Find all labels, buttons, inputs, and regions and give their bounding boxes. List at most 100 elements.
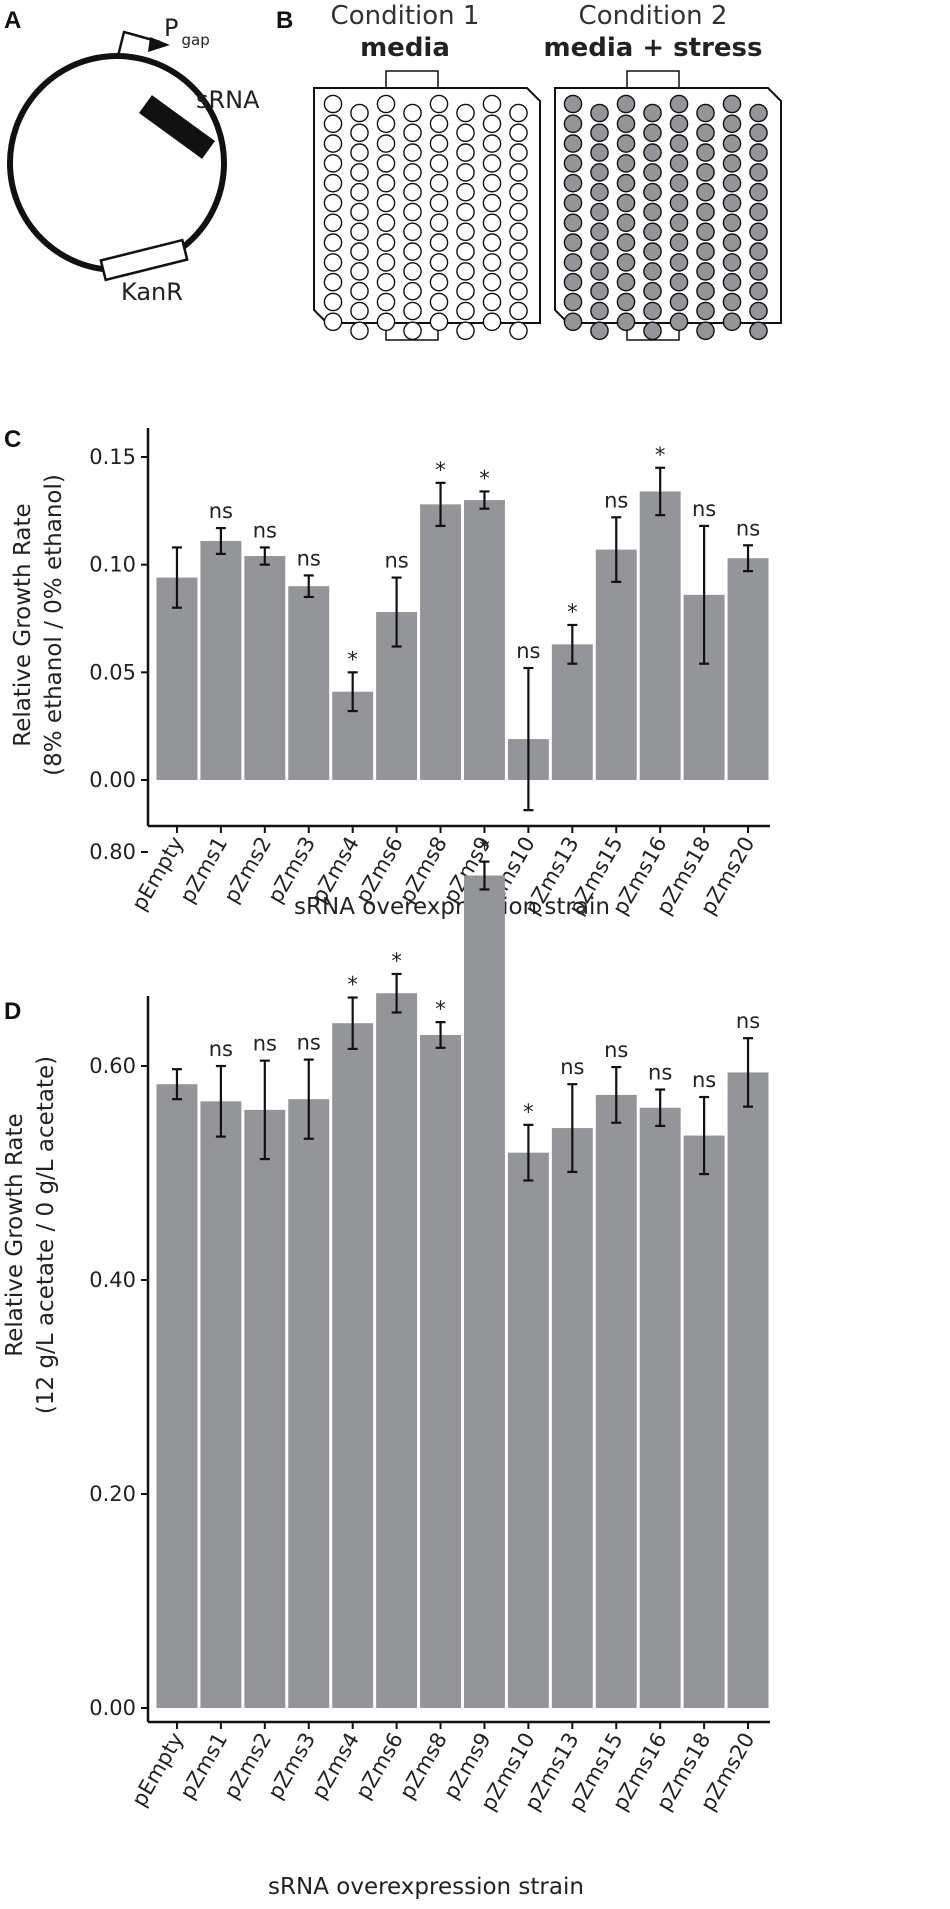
well xyxy=(350,281,369,301)
well xyxy=(643,222,662,242)
well xyxy=(749,222,768,242)
well xyxy=(696,301,715,321)
well xyxy=(722,253,742,272)
plate1-top-tab xyxy=(385,70,439,89)
well xyxy=(323,173,343,193)
well xyxy=(350,103,369,123)
chart-c-y-tick-label: 0.05 xyxy=(89,660,136,684)
chart-c-significance-label: ns xyxy=(604,488,628,512)
well xyxy=(376,114,396,134)
well xyxy=(749,321,768,341)
well xyxy=(350,222,369,242)
chart-c-y-tick-label: 0.00 xyxy=(89,768,136,792)
chart-c-significance-label: ns xyxy=(297,546,321,570)
well xyxy=(643,202,662,222)
well xyxy=(482,134,502,153)
chart-c-bar xyxy=(639,491,681,780)
well xyxy=(749,202,768,222)
promoter-arrowhead xyxy=(148,37,170,52)
well xyxy=(509,123,528,143)
chart-c-bar xyxy=(244,556,286,780)
well xyxy=(616,134,636,153)
chart-d-y-tick-label: 0.60 xyxy=(89,1054,136,1078)
chart-d-y-tick-label: 0.00 xyxy=(89,1696,136,1720)
well xyxy=(350,123,369,143)
well xyxy=(616,114,636,134)
well xyxy=(456,262,475,281)
well xyxy=(590,143,609,162)
chart-c-significance-label: ns xyxy=(516,639,540,663)
chart-d-significance-label: ns xyxy=(604,1038,628,1062)
well xyxy=(616,292,636,312)
well xyxy=(456,301,475,321)
well xyxy=(722,233,742,252)
well xyxy=(590,301,609,321)
chart-c-bar xyxy=(420,504,461,780)
well xyxy=(376,213,396,233)
well xyxy=(376,154,396,173)
well xyxy=(482,173,502,193)
chart-d-y-tick-label: 0.20 xyxy=(89,1482,136,1506)
well xyxy=(509,242,528,261)
well xyxy=(509,301,528,321)
well xyxy=(669,233,689,252)
well xyxy=(456,202,475,222)
well xyxy=(350,143,369,162)
well xyxy=(722,312,742,332)
well xyxy=(323,272,343,292)
well xyxy=(590,123,609,143)
well xyxy=(590,103,609,123)
promoter-subscript: gap xyxy=(181,31,209,49)
well xyxy=(350,202,369,222)
well xyxy=(376,94,396,114)
well xyxy=(429,253,449,272)
chart-c-significance-label: * xyxy=(435,458,446,482)
well xyxy=(749,163,768,182)
chart-c-bar xyxy=(464,500,505,780)
well xyxy=(456,321,475,341)
chart-c-significance-label: ns xyxy=(384,549,408,573)
well xyxy=(643,321,662,341)
well xyxy=(590,163,609,182)
well xyxy=(696,123,715,143)
well xyxy=(669,292,689,312)
well xyxy=(482,233,502,252)
well xyxy=(403,103,422,123)
well xyxy=(563,173,583,193)
well xyxy=(616,154,636,173)
chart-d-significance-label: ns xyxy=(560,1055,584,1079)
well xyxy=(749,103,768,123)
chart-d-significance-label: * xyxy=(391,949,402,973)
well xyxy=(722,213,742,233)
well xyxy=(456,143,475,162)
well xyxy=(323,292,343,312)
well xyxy=(616,94,636,114)
panel-d-letter: D xyxy=(4,998,21,1025)
well xyxy=(696,182,715,202)
plasmid-backbone xyxy=(7,53,227,273)
plate2-wells xyxy=(563,94,768,341)
well xyxy=(749,262,768,281)
well xyxy=(590,242,609,261)
well xyxy=(669,312,689,332)
well xyxy=(616,312,636,332)
well xyxy=(669,272,689,292)
well xyxy=(429,114,449,134)
chart-d-bar xyxy=(464,875,505,1708)
well xyxy=(563,134,583,153)
plate2-top-tab xyxy=(626,70,680,89)
well xyxy=(403,222,422,242)
well xyxy=(616,213,636,233)
well xyxy=(696,202,715,222)
srna-label: sRNA xyxy=(196,86,260,114)
well xyxy=(590,202,609,222)
chart-d-significance-label: ns xyxy=(692,1068,716,1092)
well xyxy=(749,301,768,321)
plate2-title: Condition 2 xyxy=(579,1,728,31)
promoter-letter: P xyxy=(164,14,178,42)
plate2-subtitle: media + stress xyxy=(544,33,763,63)
chart-d-bar xyxy=(420,1034,461,1708)
chart-d-bar xyxy=(507,1152,549,1708)
well xyxy=(482,213,502,233)
